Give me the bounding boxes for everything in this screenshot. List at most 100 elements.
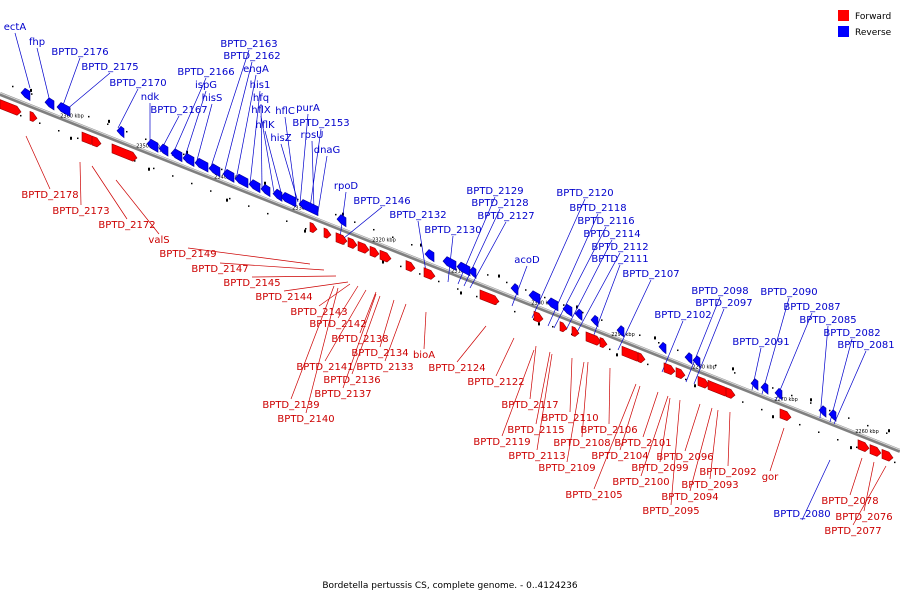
forward-gene-label[interactable]: BPTD_2109: [538, 463, 595, 474]
forward-gene-label[interactable]: BPTD_2092: [699, 467, 756, 478]
minor-tick: [172, 175, 174, 177]
reverse-gene-label[interactable]: BPTD_2081: [837, 340, 894, 351]
forward-gene-label[interactable]: BPTD_2113: [508, 451, 565, 462]
forward-gene-label[interactable]: BPTD_2099: [631, 463, 688, 474]
forward-gene-label[interactable]: BPTD_2141: [296, 362, 353, 373]
forward-gene-label[interactable]: BPTD_2110: [541, 413, 598, 424]
forward-gene-label[interactable]: BPTD_2149: [159, 249, 216, 260]
reverse-gene-leader-line: [829, 338, 853, 423]
forward-gene-label[interactable]: BPTD_2137: [314, 389, 371, 400]
forward-gene-label[interactable]: BPTD_2076: [835, 512, 892, 523]
forward-gene-label[interactable]: BPTD_2106: [580, 425, 637, 436]
reverse-gene-leader-line: [317, 155, 328, 213]
forward-gene-label[interactable]: BPTD_2144: [255, 292, 312, 303]
reverse-gene-label[interactable]: BPTD_2091: [732, 337, 789, 348]
reverse-gene-label[interactable]: BPTD_2120: [556, 188, 613, 199]
reverse-gene-label[interactable]: hflK: [255, 120, 275, 131]
forward-gene-label[interactable]: gor: [762, 472, 779, 483]
reverse-gene-label[interactable]: BPTD_2080: [773, 509, 830, 520]
reverse-gene-label[interactable]: ndk: [141, 92, 160, 103]
reverse-gene-label[interactable]: BPTD_2107: [622, 269, 679, 280]
reverse-gene-label[interactable]: ectA: [4, 22, 27, 33]
reverse-gene-label[interactable]: BPTD_2114: [583, 229, 640, 240]
reverse-gene-label[interactable]: hflC: [275, 106, 295, 117]
reverse-gene-label[interactable]: BPTD_2166: [177, 67, 234, 78]
reverse-gene-label[interactable]: BPTD_2175: [81, 62, 138, 73]
reverse-gene-label[interactable]: fhp: [29, 37, 45, 48]
reverse-gene-label[interactable]: BPTD_2129: [466, 186, 523, 197]
reverse-gene-label[interactable]: hfq: [253, 93, 269, 104]
reverse-gene-label[interactable]: BPTD_2116: [577, 216, 634, 227]
reverse-gene-label[interactable]: hflX: [251, 105, 271, 116]
reverse-gene-label[interactable]: rpsU: [301, 130, 324, 141]
forward-gene-label[interactable]: BPTD_2077: [824, 526, 881, 537]
forward-gene-label[interactable]: BPTD_2140: [277, 414, 334, 425]
forward-gene-label[interactable]: BPTD_2145: [223, 278, 280, 289]
forward-gene-label[interactable]: BPTD_2100: [612, 477, 669, 488]
forward-gene-label[interactable]: BPTD_2172: [98, 220, 155, 231]
forward-gene-label[interactable]: BPTD_2143: [290, 307, 347, 318]
forward-gene-label[interactable]: BPTD_2078: [821, 496, 878, 507]
reverse-gene-label[interactable]: BPTD_2090: [760, 287, 817, 298]
forward-gene-label[interactable]: BPTD_2147: [191, 264, 248, 275]
forward-gene-label[interactable]: BPTD_2094: [661, 492, 718, 503]
forward-gene-label[interactable]: BPTD_2108: [553, 438, 610, 449]
reverse-gene-label[interactable]: purA: [296, 103, 320, 114]
forward-gene-label[interactable]: BPTD_2117: [501, 400, 558, 411]
forward-gene-label[interactable]: BPTD_2142: [309, 319, 366, 330]
reverse-gene-leader-line: [531, 198, 586, 319]
reverse-gene-label[interactable]: BPTD_2098: [691, 286, 748, 297]
reverse-gene-label[interactable]: BPTD_2118: [569, 203, 626, 214]
reverse-gene-label[interactable]: BPTD_2170: [109, 78, 166, 89]
reverse-gene-label[interactable]: BPTD_2085: [799, 315, 856, 326]
forward-gene-label[interactable]: BPTD_2122: [467, 377, 524, 388]
forward-gene-label[interactable]: BPTD_2173: [52, 206, 109, 217]
reverse-gene-label[interactable]: BPTD_2111: [591, 254, 648, 265]
reverse-gene-label[interactable]: BPTD_2127: [477, 211, 534, 222]
reverse-gene-label[interactable]: engA: [243, 64, 269, 75]
reverse-gene-label[interactable]: BPTD_2153: [292, 118, 349, 129]
forward-gene-label[interactable]: BPTD_2105: [565, 490, 622, 501]
forward-gene-label[interactable]: BPTD_2093: [681, 480, 738, 491]
reverse-gene-label[interactable]: rpoD: [334, 181, 359, 192]
reverse-gene-label[interactable]: BPTD_2176: [51, 47, 108, 58]
reverse-gene-label[interactable]: dnaG: [314, 145, 341, 156]
reverse-gene-label[interactable]: hisS: [202, 93, 223, 104]
forward-gene-label[interactable]: BPTD_2115: [507, 425, 564, 436]
forward-gene-label[interactable]: BPTD_2096: [656, 452, 713, 463]
reverse-gene-label[interactable]: his1: [250, 80, 271, 91]
forward-gene-label[interactable]: BPTD_2101: [614, 438, 671, 449]
reverse-gene-label[interactable]: acoD: [514, 255, 540, 266]
minor-tick: [487, 274, 489, 276]
forward-gene-label[interactable]: BPTD_2133: [356, 362, 413, 373]
forward-gene-label[interactable]: bioA: [413, 350, 435, 361]
reverse-gene-label[interactable]: BPTD_2130: [424, 225, 481, 236]
forward-gene-label[interactable]: valS: [148, 235, 169, 246]
reverse-gene-label[interactable]: BPTD_2097: [695, 298, 752, 309]
reverse-gene-label[interactable]: BPTD_2112: [591, 242, 648, 253]
reverse-gene-label[interactable]: BPTD_2102: [654, 310, 711, 321]
legend-item-reverse: Reverse: [838, 26, 892, 38]
forward-gene-label[interactable]: BPTD_2136: [323, 375, 380, 386]
reverse-gene-label[interactable]: BPTD_2128: [471, 198, 528, 209]
forward-gene-label[interactable]: BPTD_2124: [428, 363, 485, 374]
minor-tick: [848, 417, 850, 419]
reverse-gene-label[interactable]: BPTD_2167: [150, 105, 207, 116]
forward-gene-label[interactable]: BPTD_2138: [331, 334, 388, 345]
forward-gene-label[interactable]: BPTD_2119: [473, 437, 530, 448]
reverse-gene-label[interactable]: BPTD_2162: [223, 51, 280, 62]
reverse-gene-label[interactable]: BPTD_2146: [353, 196, 410, 207]
reverse-gene-glyph: [260, 184, 271, 198]
reverse-gene-label[interactable]: BPTD_2132: [389, 210, 446, 221]
reverse-gene-label[interactable]: hisZ: [270, 133, 291, 144]
forward-gene-label[interactable]: BPTD_2095: [642, 506, 699, 517]
forward-gene-label[interactable]: BPTD_2178: [21, 190, 78, 201]
reverse-gene-label[interactable]: BPTD_2082: [823, 328, 880, 339]
reverse-gene-label[interactable]: ispG: [195, 80, 217, 91]
reverse-gene-label[interactable]: BPTD_2087: [783, 302, 840, 313]
reverse-gene-label[interactable]: BPTD_2163: [220, 39, 277, 50]
forward-gene-label[interactable]: BPTD_2134: [351, 348, 408, 359]
forward-gene-label[interactable]: BPTD_2104: [591, 451, 648, 462]
forward-gene-leader-line: [727, 411, 731, 467]
forward-gene-label[interactable]: BPTD_2139: [262, 400, 319, 411]
